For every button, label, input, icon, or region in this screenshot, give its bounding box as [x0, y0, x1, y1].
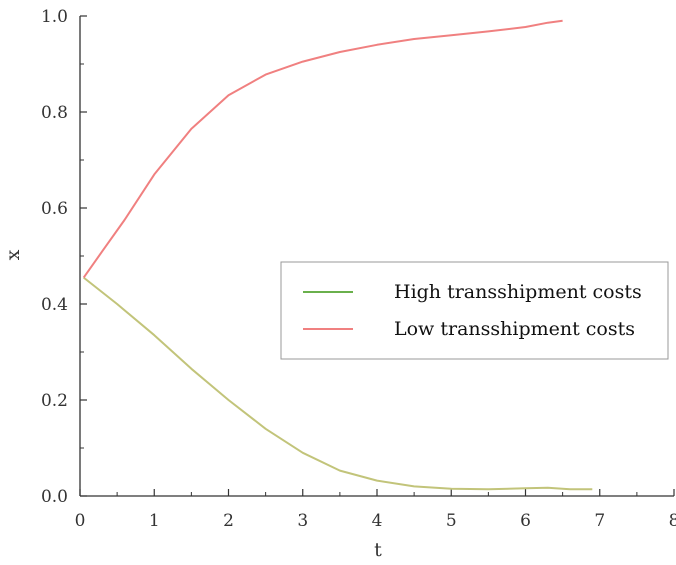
- legend-label: High transshipment costs: [394, 281, 642, 303]
- series-line-low-transshipment-costs: [82, 19, 563, 279]
- x-tick-label: 8: [669, 511, 676, 531]
- y-tick-label: 0.6: [41, 199, 68, 219]
- legend-box: [280, 261, 669, 360]
- x-tick-label: 1: [149, 511, 160, 531]
- axes: 0 1 2 3 4 5 6 7 8 0.0 0.2 0.4 0.6 0.8 1.0: [41, 7, 676, 531]
- x-tick-label: 6: [520, 511, 531, 531]
- x-tick-label: 4: [372, 511, 383, 531]
- x-tick-label: 0: [75, 511, 86, 531]
- y-tick-label: 1.0: [41, 7, 68, 27]
- x-tick-label: 7: [594, 511, 605, 531]
- legend-label: Low transshipment costs: [394, 318, 635, 340]
- x-tick-label: 2: [223, 511, 234, 531]
- x-tick-label: 5: [446, 511, 457, 531]
- y-tick-label: 0.0: [41, 487, 68, 507]
- y-tick-label: 0.2: [41, 391, 68, 411]
- y-tick-label: 0.4: [41, 295, 68, 315]
- y-tick-label: 0.8: [41, 103, 68, 123]
- x-axis-title: t: [374, 539, 382, 561]
- y-axis-title: x: [2, 249, 24, 260]
- x-tick-label: 3: [297, 511, 308, 531]
- legend: High transshipment costs Low transshipmen…: [280, 261, 669, 360]
- series-lines: [82, 19, 593, 491]
- series-line-high-transshipment-costs: [83, 276, 593, 491]
